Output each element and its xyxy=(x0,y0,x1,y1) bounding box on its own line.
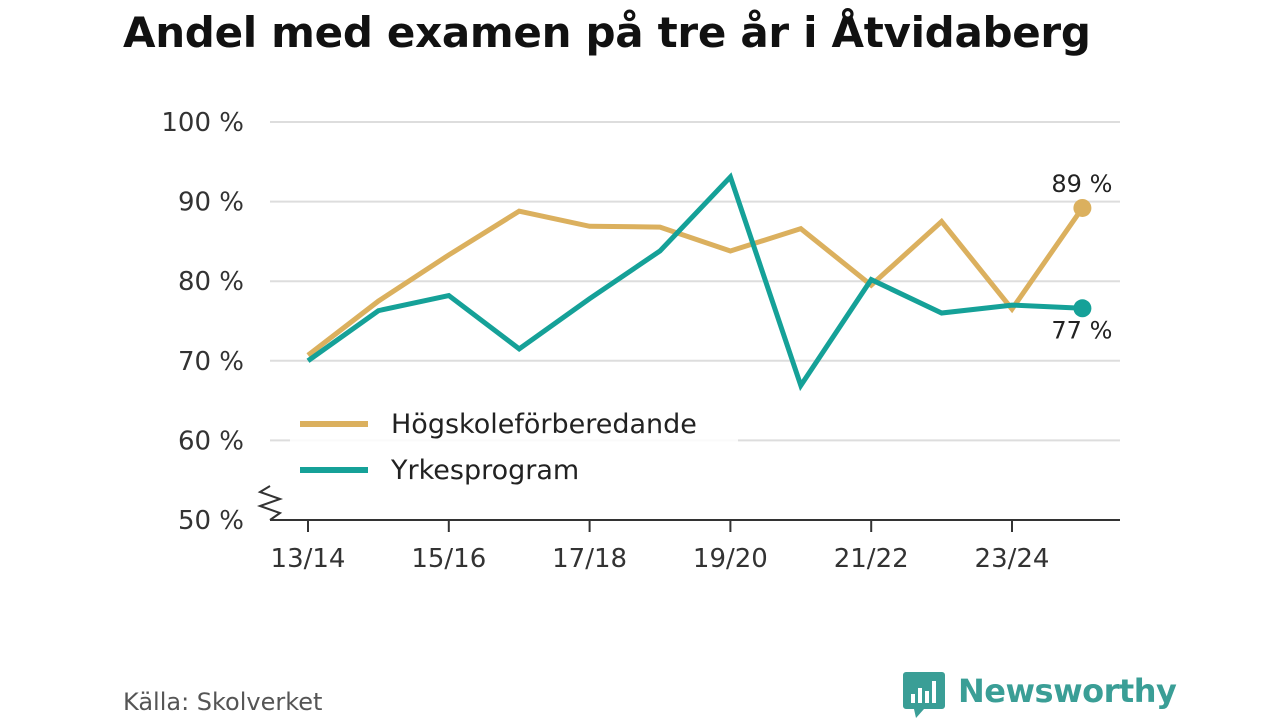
y-tick-label: 100 % xyxy=(161,108,244,138)
series-line-2 xyxy=(306,172,1083,392)
legend-label-1: Högskoleförberedande xyxy=(391,409,697,440)
legend-label-2: Yrkesprogram xyxy=(390,455,579,486)
axis-break-icon xyxy=(256,485,284,521)
brand-name: Newsworthy xyxy=(958,672,1177,710)
newsworthy-logo-icon xyxy=(903,672,945,718)
x-tick-label: 19/20 xyxy=(693,544,768,574)
series-lines: 89 % 77 % xyxy=(306,170,1112,392)
series-end-label-2: 77 % xyxy=(1051,316,1112,344)
x-axis-ticks: 13/14 15/16 17/18 19/20 21/22 23/24 xyxy=(271,520,1050,574)
y-tick-label: 80 % xyxy=(178,267,244,297)
y-tick-label: 90 % xyxy=(178,188,244,218)
x-tick-label: 23/24 xyxy=(975,544,1050,574)
source-note: Källa: Skolverket xyxy=(123,688,323,716)
y-axis-ticks: 50 % 60 % 70 % 80 % 90 % 100 % xyxy=(161,108,244,536)
chart-title: Andel med examen på tre år i Åtvidaberg xyxy=(123,8,1091,57)
x-tick-label: 17/18 xyxy=(552,544,627,574)
x-axis xyxy=(256,485,1120,521)
y-tick-label: 70 % xyxy=(178,347,244,377)
x-tick-label: 13/14 xyxy=(271,544,346,574)
legend-background xyxy=(290,400,738,498)
series-end-label-1: 89 % xyxy=(1051,170,1112,198)
legend: Högskoleförberedande Yrkesprogram xyxy=(290,400,738,498)
series-line-1 xyxy=(306,206,1085,358)
series-end-point-1 xyxy=(1073,198,1092,217)
x-tick-label: 15/16 xyxy=(411,544,486,574)
x-tick-label: 21/22 xyxy=(834,544,909,574)
y-tick-label: 60 % xyxy=(178,426,244,456)
y-tick-label: 50 % xyxy=(178,506,244,536)
series-end-point-2 xyxy=(1073,299,1092,318)
